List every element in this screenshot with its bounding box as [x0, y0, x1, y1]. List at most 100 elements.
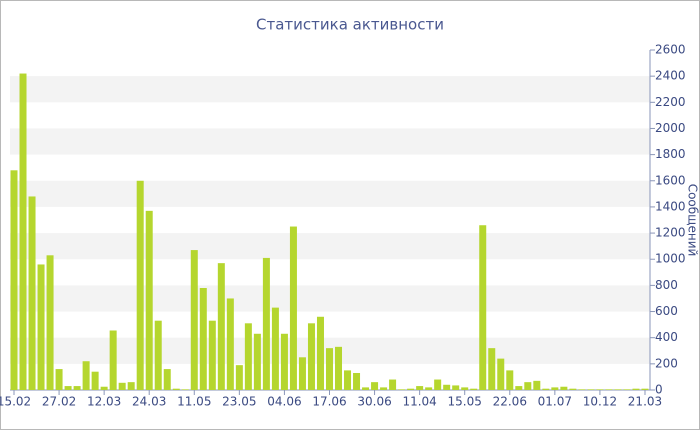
y-tick-label: 600 [655, 304, 678, 318]
bar [82, 361, 90, 390]
x-tick-label: 01.07 [538, 395, 572, 409]
y-tick-label: 0 [655, 383, 663, 397]
bar [524, 382, 532, 390]
x-tick-label: 12.03 [87, 395, 121, 409]
bar [10, 170, 18, 390]
bar [109, 330, 117, 390]
bar [344, 370, 352, 390]
grid-band [10, 285, 650, 312]
bar [298, 357, 306, 390]
x-tick-label: 04.06 [267, 395, 301, 409]
bar [199, 288, 207, 390]
bar [91, 371, 99, 390]
bar [560, 386, 568, 390]
bar [515, 386, 523, 390]
grid-band [10, 233, 650, 260]
bar [64, 386, 72, 390]
bar [127, 382, 135, 390]
bar [569, 388, 577, 390]
bar [587, 389, 595, 390]
bar [452, 385, 460, 390]
y-tick-label: 1600 [655, 173, 686, 187]
bar [371, 382, 379, 390]
bar [641, 388, 649, 390]
y-tick-label: 800 [655, 278, 678, 292]
bar [623, 389, 631, 390]
bar [100, 386, 108, 390]
bar [217, 263, 225, 390]
y-tick-label: 2000 [655, 121, 686, 135]
bar [632, 388, 640, 390]
bar [55, 369, 63, 390]
grid-band [10, 128, 650, 155]
bar [172, 388, 180, 390]
x-tick-label: 22.06 [493, 395, 527, 409]
bar [136, 180, 144, 390]
bar [325, 348, 333, 390]
y-tick-label: 1200 [655, 226, 686, 240]
bar [497, 358, 505, 390]
bar [335, 346, 343, 390]
bar [118, 382, 126, 390]
bar [380, 387, 388, 390]
bar [479, 225, 487, 390]
y-tick-label: 2200 [655, 95, 686, 109]
y-tick-label: 1400 [655, 199, 686, 213]
bar [533, 380, 541, 390]
bar [389, 379, 397, 390]
x-tick-label: 27.02 [42, 395, 76, 409]
x-tick-label: 23.05 [222, 395, 256, 409]
bar [19, 73, 27, 391]
bar [434, 379, 442, 390]
x-tick-label: 21.03 [628, 395, 662, 409]
bar [208, 320, 216, 390]
bar [181, 389, 189, 390]
bar [73, 386, 81, 390]
x-tick-label: 30.06 [357, 395, 391, 409]
bar [190, 250, 198, 390]
x-tick-label: 15.05 [448, 395, 482, 409]
bar [416, 386, 424, 390]
x-tick-label: 11.05 [177, 395, 211, 409]
bar [271, 307, 279, 390]
bar [145, 210, 153, 390]
bar [470, 388, 478, 390]
bar [37, 264, 45, 390]
bar [307, 323, 315, 390]
bar [443, 384, 451, 390]
bar [407, 388, 415, 390]
bar [551, 387, 559, 390]
grid-band [10, 76, 650, 103]
bar [163, 369, 171, 390]
x-tick-label: 24.03 [132, 395, 166, 409]
y-tick-label: 2600 [655, 43, 686, 57]
bar [506, 370, 514, 390]
x-tick-label: 15.02 [0, 395, 31, 409]
x-tick-label: 17.06 [312, 395, 346, 409]
bar [262, 257, 270, 390]
bar [488, 348, 496, 390]
y-tick-label: 400 [655, 330, 678, 344]
bar [154, 320, 162, 390]
bar [289, 226, 297, 390]
bar [316, 316, 324, 390]
bar [461, 387, 469, 390]
bar [596, 389, 604, 390]
bar [28, 196, 36, 390]
bar [542, 388, 550, 390]
bar [614, 389, 622, 390]
grid-band [10, 180, 650, 207]
bar [253, 333, 261, 390]
x-tick-label: 10.12 [583, 395, 617, 409]
bar [398, 389, 406, 390]
y-axis-label: Сообщений [686, 184, 700, 257]
bar [46, 255, 54, 390]
bar [362, 387, 370, 390]
bar [578, 389, 586, 390]
bar [226, 298, 234, 390]
bar [280, 333, 288, 390]
y-tick-label: 2400 [655, 69, 686, 83]
y-tick-label: 1000 [655, 252, 686, 266]
